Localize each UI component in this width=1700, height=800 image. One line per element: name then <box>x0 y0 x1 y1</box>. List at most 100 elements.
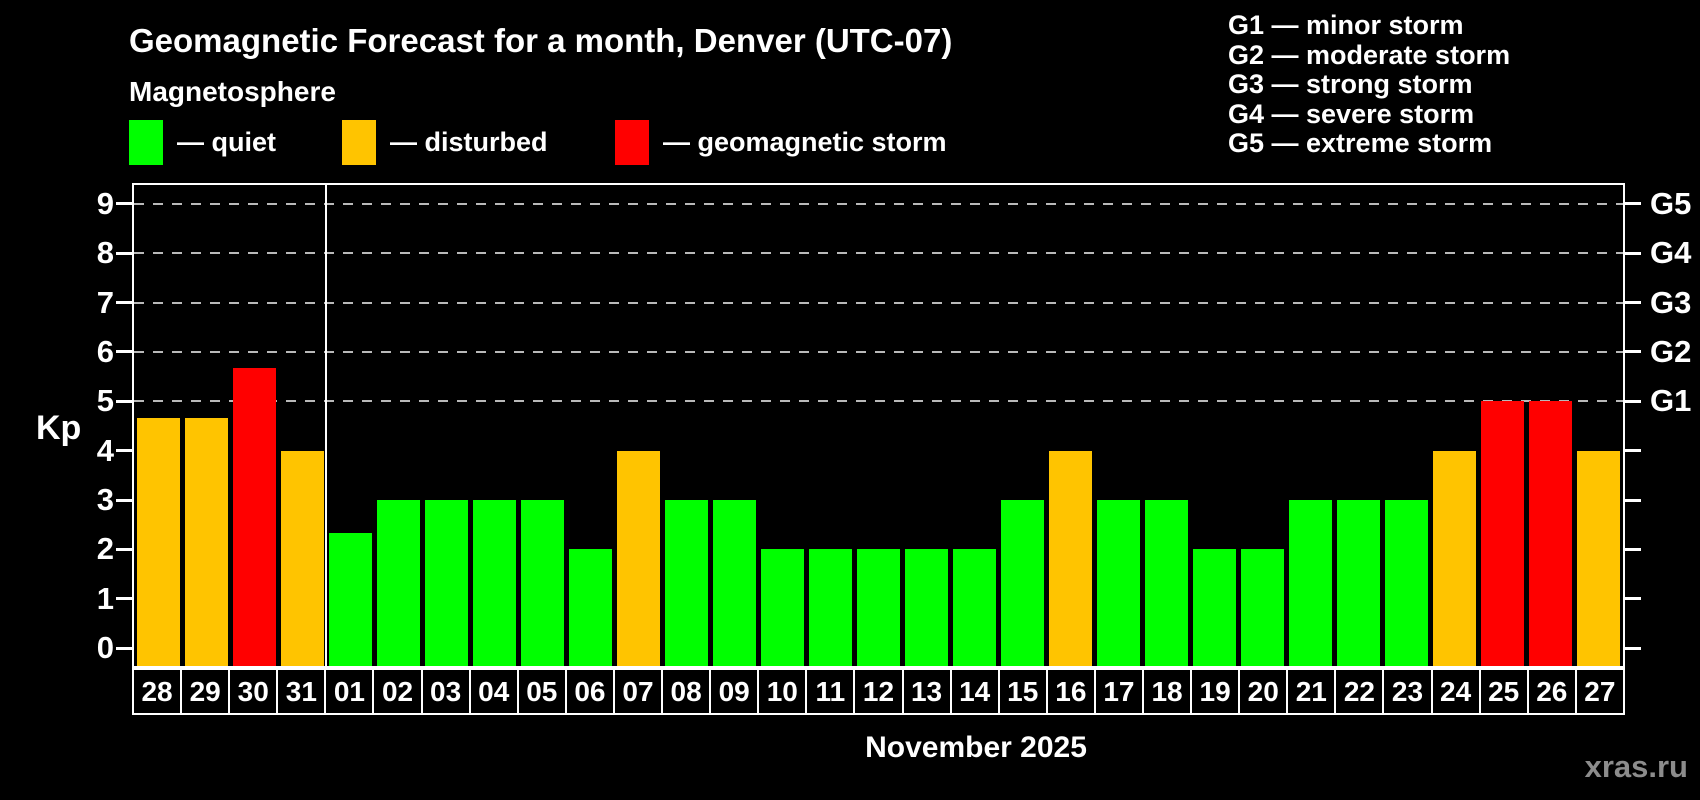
kp-bar-day-27 <box>1577 450 1621 666</box>
month-label: November 2025 <box>865 731 1087 764</box>
kp-bar-day-19 <box>1193 549 1237 666</box>
color-legend: — quiet — disturbed — geomagnetic storm <box>0 118 1130 166</box>
date-cell-16: 16 <box>1047 670 1096 713</box>
right-tick-4 <box>1625 449 1641 453</box>
date-cell-22: 22 <box>1336 670 1385 713</box>
date-cell-15: 15 <box>999 670 1048 713</box>
left-tick-8 <box>116 251 132 255</box>
y-tick-label-2: 2 <box>96 531 114 567</box>
kp-bar-day-25 <box>1481 401 1525 666</box>
left-tick-1 <box>116 597 132 601</box>
kp-bar-day-29 <box>184 417 228 666</box>
date-cell-09: 09 <box>711 670 760 713</box>
date-cell-27: 27 <box>1576 670 1623 713</box>
quiet-swatch-icon <box>129 119 163 165</box>
page-title: Geomagnetic Forecast for a month, Denver… <box>129 22 953 59</box>
date-cell-08: 08 <box>663 670 712 713</box>
watermark: xras.ru <box>1584 749 1688 784</box>
g-level-label-G1: G1 <box>1650 383 1692 419</box>
y-tick-label-1: 1 <box>96 580 114 616</box>
plot-area <box>134 185 1623 666</box>
kp-bar-day-13 <box>905 549 949 666</box>
y-tick-label-0: 0 <box>96 630 114 666</box>
y-tick-label-5: 5 <box>96 383 114 419</box>
g-level-label-G2: G2 <box>1650 333 1692 369</box>
right-tick-6 <box>1625 350 1641 354</box>
kp-bar-day-06 <box>568 549 612 666</box>
month-separator-line <box>325 185 328 666</box>
g-level-label-G5: G5 <box>1650 185 1692 221</box>
date-cell-29: 29 <box>182 670 231 713</box>
date-axis: 28 29 30 31 01 02 03 04 05 06 07 08 09 10 11 12 13 14 15 16… <box>132 668 1625 715</box>
date-cell-01: 01 <box>326 670 375 713</box>
kp-bar-day-17 <box>1097 500 1141 666</box>
date-cell-19: 19 <box>1192 670 1241 713</box>
gridline-kp-7 <box>134 301 1623 304</box>
date-cell-12: 12 <box>855 670 904 713</box>
right-tick-1 <box>1625 597 1641 601</box>
date-cell-31: 31 <box>278 670 327 713</box>
kp-bar-day-16 <box>1049 450 1093 666</box>
legend-item-disturbed: — disturbed <box>342 118 548 166</box>
kp-bar-day-26 <box>1529 401 1573 666</box>
date-cell-13: 13 <box>903 670 952 713</box>
date-cell-03: 03 <box>422 670 471 713</box>
date-cell-28: 28 <box>134 670 183 713</box>
date-cell-14: 14 <box>951 670 1000 713</box>
g-level-label-G3: G3 <box>1650 284 1692 320</box>
left-tick-9 <box>116 202 132 206</box>
right-tick-7 <box>1625 301 1641 305</box>
kp-bar-day-02 <box>376 500 420 666</box>
legend-label: — disturbed <box>390 126 548 157</box>
kp-bar-day-12 <box>856 549 900 666</box>
kp-bar-day-22 <box>1337 500 1381 666</box>
date-cell-05: 05 <box>518 670 567 713</box>
gridline-kp-9 <box>134 202 1623 205</box>
kp-bar-day-09 <box>712 500 756 666</box>
g-legend-line: G1 — minor storm <box>1228 10 1464 40</box>
left-tick-2 <box>116 547 132 551</box>
y-tick-label-6: 6 <box>96 333 114 369</box>
kp-bar-day-11 <box>808 549 852 666</box>
kp-bar-day-07 <box>616 450 660 666</box>
date-cell-21: 21 <box>1288 670 1337 713</box>
right-tick-8 <box>1625 251 1641 255</box>
date-cell-02: 02 <box>374 670 423 713</box>
left-tick-0 <box>116 646 132 650</box>
right-tick-0 <box>1625 646 1641 650</box>
g-legend-line: G5 — extreme storm <box>1228 128 1493 159</box>
right-tick-2 <box>1625 547 1641 551</box>
g-legend-line: G4 — severe storm <box>1228 98 1475 129</box>
kp-bar-day-08 <box>664 500 708 666</box>
date-cell-06: 06 <box>566 670 615 713</box>
g-level-label-G4: G4 <box>1650 235 1692 271</box>
kp-bar-day-14 <box>953 549 997 666</box>
y-tick-label-3: 3 <box>96 482 114 518</box>
magnetosphere-subtitle: Magnetosphere <box>129 76 336 107</box>
left-tick-4 <box>116 449 132 453</box>
legend-label: — quiet <box>177 126 276 157</box>
date-cell-23: 23 <box>1384 670 1433 713</box>
date-cell-18: 18 <box>1143 670 1193 713</box>
kp-bar-day-23 <box>1385 500 1429 666</box>
y-tick-label-7: 7 <box>96 284 114 320</box>
right-tick-9 <box>1625 202 1641 206</box>
g-legend-line: G3 — strong storm <box>1228 69 1473 100</box>
y-tick-label-8: 8 <box>96 235 114 271</box>
kp-bar-day-24 <box>1433 450 1477 666</box>
kp-bar-day-31 <box>280 450 324 666</box>
gridline-kp-8 <box>134 252 1623 255</box>
y-axis-title: Kp <box>36 409 82 447</box>
gridline-kp-6 <box>134 350 1623 353</box>
left-tick-7 <box>116 301 132 305</box>
kp-bar-day-30 <box>232 368 276 666</box>
kp-bar-day-18 <box>1145 500 1189 666</box>
y-tick-label-9: 9 <box>96 185 114 221</box>
date-cell-10: 10 <box>759 670 808 713</box>
kp-bar-day-03 <box>424 500 468 666</box>
kp-bar-day-28 <box>136 417 180 666</box>
legend-item-quiet: — quiet <box>129 118 276 166</box>
disturbed-swatch-icon <box>342 119 376 165</box>
kp-bar-day-15 <box>1001 500 1045 666</box>
date-cell-17: 17 <box>1095 670 1144 713</box>
